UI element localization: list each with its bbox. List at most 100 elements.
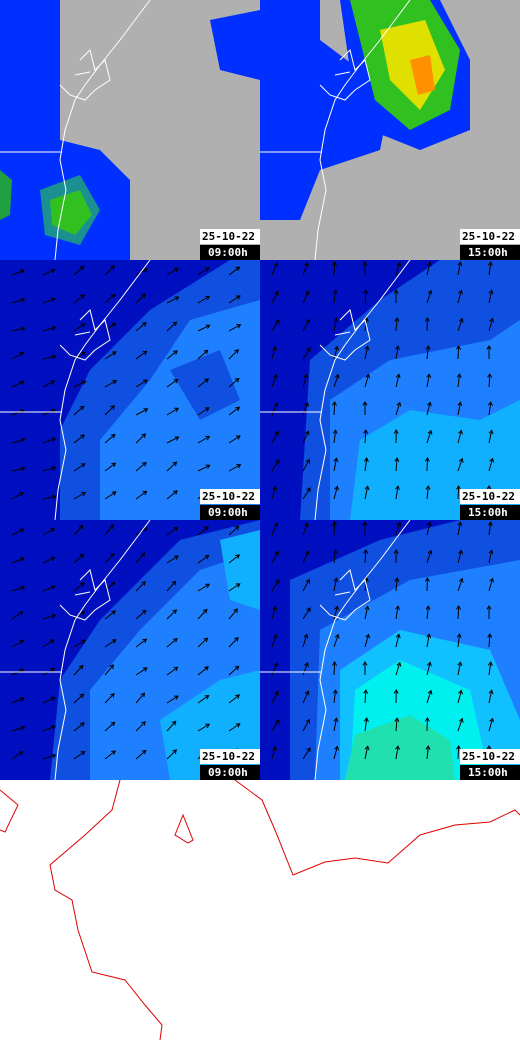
arrow-shaft bbox=[302, 691, 309, 704]
arrow-shaft bbox=[197, 609, 208, 620]
wind-arrow bbox=[302, 373, 309, 388]
arrow-shaft bbox=[457, 458, 463, 472]
wind-arrow bbox=[135, 667, 148, 676]
arrow-head bbox=[457, 401, 463, 407]
wind-arrow bbox=[302, 747, 311, 760]
arrow-shaft bbox=[302, 374, 308, 388]
arrow-shaft bbox=[457, 345, 460, 360]
arrow-shaft bbox=[11, 327, 25, 332]
wind-arrow bbox=[271, 745, 278, 760]
wind-arrow bbox=[271, 579, 280, 592]
arrow-shaft bbox=[73, 665, 84, 676]
arrow-head bbox=[81, 351, 87, 357]
wind-arrow bbox=[456, 345, 462, 360]
arrow-head bbox=[142, 667, 148, 672]
arrow-shaft bbox=[302, 431, 309, 444]
arrow-shaft bbox=[42, 438, 56, 444]
time-box bbox=[200, 765, 260, 780]
arrow-head bbox=[110, 265, 115, 270]
arrow-head bbox=[395, 373, 401, 379]
arrow-head bbox=[365, 373, 371, 379]
wind-arrow bbox=[228, 435, 241, 444]
arrow-head bbox=[489, 717, 495, 723]
wind-arrow bbox=[486, 345, 492, 359]
arrow-shaft bbox=[426, 374, 430, 388]
arrow-shaft bbox=[271, 262, 278, 276]
arrow-shaft bbox=[166, 350, 178, 360]
wind-arrow bbox=[228, 266, 241, 276]
wind-arrow bbox=[394, 317, 400, 332]
arrow-head bbox=[427, 549, 433, 555]
arrow-head bbox=[234, 525, 240, 531]
date-box bbox=[460, 749, 520, 764]
arrow-head bbox=[272, 345, 278, 351]
arrow-head bbox=[396, 401, 402, 407]
wind-arrow bbox=[11, 437, 26, 444]
wind-arrow bbox=[11, 557, 25, 564]
arrow-head bbox=[51, 325, 57, 331]
wind-arrow bbox=[457, 429, 463, 444]
arrow-shaft bbox=[488, 373, 491, 388]
arrow-shaft bbox=[166, 721, 177, 732]
wind-arrow bbox=[364, 345, 370, 360]
arrow-head bbox=[234, 377, 240, 383]
arrow-shaft bbox=[135, 379, 148, 388]
arrow-shaft bbox=[364, 429, 367, 444]
wind-arrow bbox=[487, 521, 493, 536]
arrow-head bbox=[456, 745, 462, 750]
time-label: 09:00h bbox=[208, 766, 248, 779]
arrow-head bbox=[140, 692, 146, 698]
wind-arrow bbox=[135, 638, 148, 648]
arrow-head bbox=[304, 521, 309, 527]
arrow-shaft bbox=[42, 557, 55, 564]
arrow-head bbox=[111, 491, 117, 496]
arrow-head bbox=[81, 491, 87, 497]
arrow-shaft bbox=[457, 290, 462, 304]
coastline bbox=[54, 260, 151, 520]
arrow-head bbox=[362, 661, 368, 666]
wind-arrow bbox=[486, 605, 492, 619]
time-box bbox=[460, 505, 520, 520]
arrow-shaft bbox=[426, 746, 429, 760]
coastline bbox=[314, 0, 411, 260]
wind-arrow bbox=[42, 494, 57, 500]
arrow-head bbox=[332, 261, 338, 266]
arrow-shaft bbox=[135, 433, 146, 444]
wind-arrow bbox=[11, 352, 25, 360]
wind-arrow bbox=[228, 349, 239, 360]
arrow-shaft bbox=[104, 265, 115, 276]
arrow-head bbox=[112, 380, 118, 385]
wind-arrow bbox=[426, 429, 433, 444]
arrow-head bbox=[20, 557, 25, 562]
wind-arrow bbox=[271, 690, 279, 704]
arrow-head bbox=[334, 605, 339, 611]
wind-arrow bbox=[73, 524, 84, 536]
arrow-shaft bbox=[395, 262, 401, 276]
arrow-head bbox=[332, 661, 338, 666]
arrow-shaft bbox=[426, 430, 432, 444]
date-label: 25-10-22 bbox=[462, 490, 515, 503]
arrow-shaft bbox=[11, 726, 25, 732]
wind-arrow bbox=[362, 521, 368, 535]
arrow-head bbox=[20, 466, 26, 472]
arrow-head bbox=[394, 457, 400, 462]
arrow-head bbox=[363, 289, 369, 294]
wind-arrow bbox=[73, 610, 86, 620]
map-panel: 25-10-22 09:00h bbox=[0, 520, 260, 780]
wind-arrow bbox=[42, 585, 57, 592]
arrow-head bbox=[427, 689, 433, 695]
wind-arrow bbox=[362, 261, 368, 275]
arrow-head bbox=[111, 462, 117, 468]
arrow-head bbox=[334, 633, 340, 639]
wind-arrow bbox=[332, 521, 338, 536]
panel-label: 25-10-22 09:00h bbox=[200, 749, 260, 780]
wind-arrow bbox=[488, 457, 495, 472]
wind-arrow bbox=[271, 522, 279, 536]
wind-arrow bbox=[333, 577, 339, 592]
wind-arrow bbox=[73, 664, 84, 676]
arrow-head bbox=[141, 433, 147, 438]
map-panel: 25-10-22 15:00h bbox=[260, 260, 520, 520]
coastline bbox=[59, 309, 111, 361]
wind-arrow bbox=[332, 549, 338, 564]
